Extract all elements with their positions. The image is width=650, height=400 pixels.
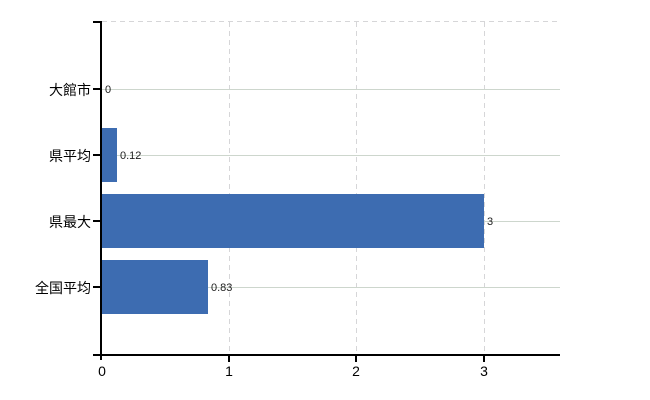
plot-top-border: [102, 21, 560, 22]
bar-value-label: 0: [105, 84, 112, 96]
gridline-v: [229, 22, 230, 354]
x-tick-label: 1: [225, 363, 233, 379]
y-category-label: 県平均: [49, 148, 91, 164]
y-category-label: 大館市: [49, 82, 91, 98]
y-tick: [93, 154, 100, 156]
x-tick: [483, 354, 485, 362]
y-tick: [93, 21, 100, 23]
gridline-h: [102, 155, 560, 156]
bar-value-label: 0.12: [120, 150, 142, 162]
gridline-h: [102, 89, 560, 90]
y-tick: [93, 220, 100, 222]
x-tick: [228, 354, 230, 362]
x-tick-label: 0: [98, 363, 106, 379]
y-category-label: 県最大: [49, 214, 91, 230]
x-axis: [93, 354, 560, 356]
gridline-h: [102, 287, 560, 288]
x-tick-label: 3: [480, 363, 488, 379]
y-tick: [93, 286, 100, 288]
bar-value-label: 3: [487, 216, 494, 228]
chart-bar: [102, 194, 484, 248]
gridline-v: [484, 22, 485, 354]
y-axis: [100, 21, 102, 360]
x-tick: [355, 354, 357, 362]
x-tick-label: 2: [352, 363, 360, 379]
y-tick: [93, 88, 100, 90]
bar-value-label: 0.83: [211, 282, 233, 294]
chart-bar: [102, 260, 208, 314]
chart-bar: [102, 128, 117, 182]
y-category-label: 全国平均: [35, 280, 91, 296]
gridline-v: [356, 22, 357, 354]
